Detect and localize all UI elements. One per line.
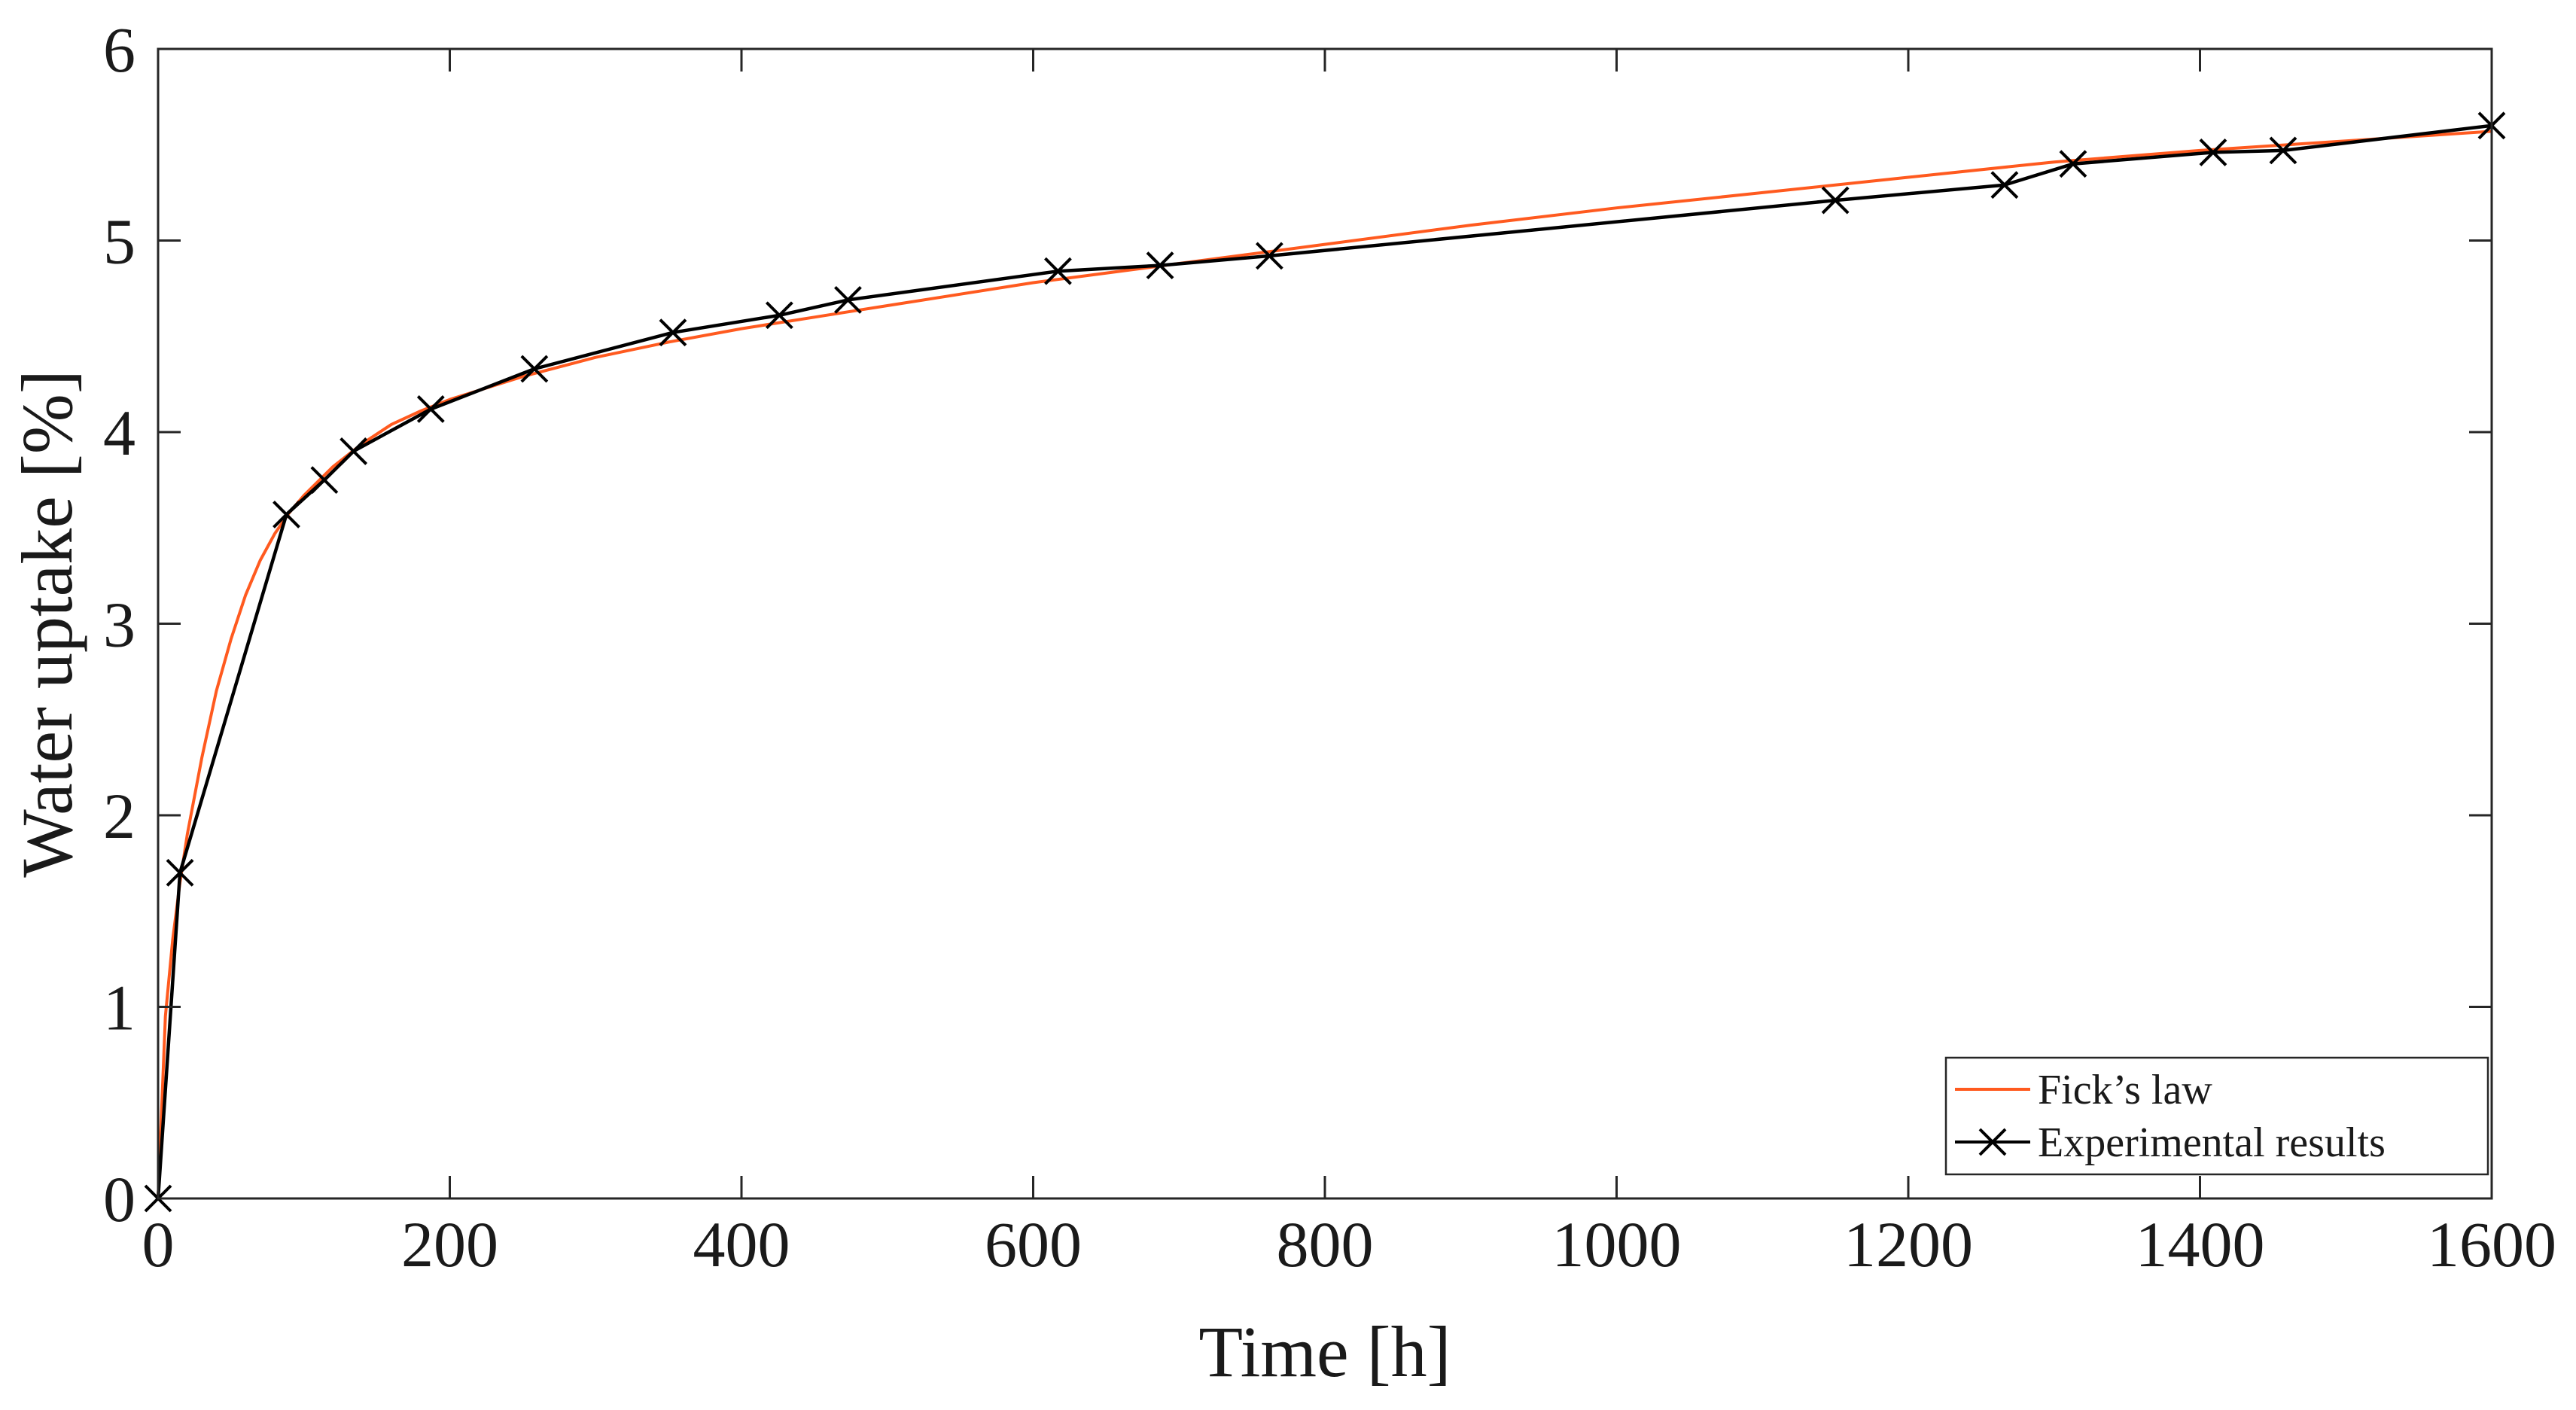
- experimental-data-point: [1044, 257, 1072, 285]
- experimental-data-point: [273, 501, 300, 528]
- x-tick-label: 800: [1277, 1208, 1374, 1281]
- y-tick-label: 0: [103, 1163, 135, 1235]
- y-tick-label: 5: [103, 206, 135, 278]
- y-tick-label: 4: [103, 397, 135, 469]
- legend-exp-marker-icon: [1978, 1128, 2007, 1156]
- experimental-data-point: [1821, 186, 1850, 215]
- x-tick-label: 1400: [2136, 1208, 2265, 1281]
- x-tick-label: 0: [142, 1208, 175, 1281]
- x-tick-label: 1600: [2427, 1208, 2556, 1281]
- y-axis: 0 1 2 3 4 5 6: [103, 14, 2492, 1235]
- experimental-data-point: [1146, 251, 1174, 279]
- experimental-data-point: [765, 301, 793, 330]
- experimental-data-point: [1255, 242, 1283, 270]
- x-tick-label: 400: [693, 1208, 790, 1281]
- y-tick-label: 6: [103, 14, 135, 86]
- x-tick-label: 1200: [1844, 1208, 1973, 1281]
- legend-x-marker: [1978, 1128, 2007, 1156]
- experimental-data-point: [310, 466, 339, 495]
- x-axis-title: Time [h]: [1198, 1311, 1451, 1392]
- legend-fick-label: Fick’s law: [2038, 1067, 2212, 1113]
- legend-exp-label: Experimental results: [2038, 1119, 2386, 1166]
- experimental-data-point: [2269, 136, 2297, 165]
- y-tick-label: 2: [103, 780, 135, 852]
- series-layer: [144, 111, 2506, 1213]
- experimental-data-point: [166, 858, 194, 887]
- experimental-data-point: [2059, 150, 2087, 178]
- experimental-data-point: [340, 437, 368, 465]
- fick-law-line: [157, 129, 2492, 1199]
- experimental-data-point: [416, 395, 445, 423]
- legend-box: [1944, 1056, 2489, 1176]
- x-tick-label: 200: [401, 1208, 498, 1281]
- experimental-data-point: [2199, 139, 2227, 166]
- x-tick-label: 600: [985, 1208, 1082, 1281]
- legend: Fick’s law Experimental results: [1944, 1056, 2489, 1176]
- y-axis-title: Water uptake [%]: [7, 370, 87, 878]
- y-tick-label: 3: [103, 589, 135, 661]
- experimental-data-point: [520, 355, 549, 383]
- experimental-data-point: [834, 285, 862, 314]
- experimental-data-point: [1990, 171, 2019, 199]
- x-axis: 0 200 400 600 800 1000 1200 1400 1600: [142, 49, 2556, 1281]
- experimental-data-point: [659, 318, 687, 347]
- x-tick-label: 1000: [1552, 1208, 1682, 1281]
- y-tick-label: 1: [103, 972, 135, 1044]
